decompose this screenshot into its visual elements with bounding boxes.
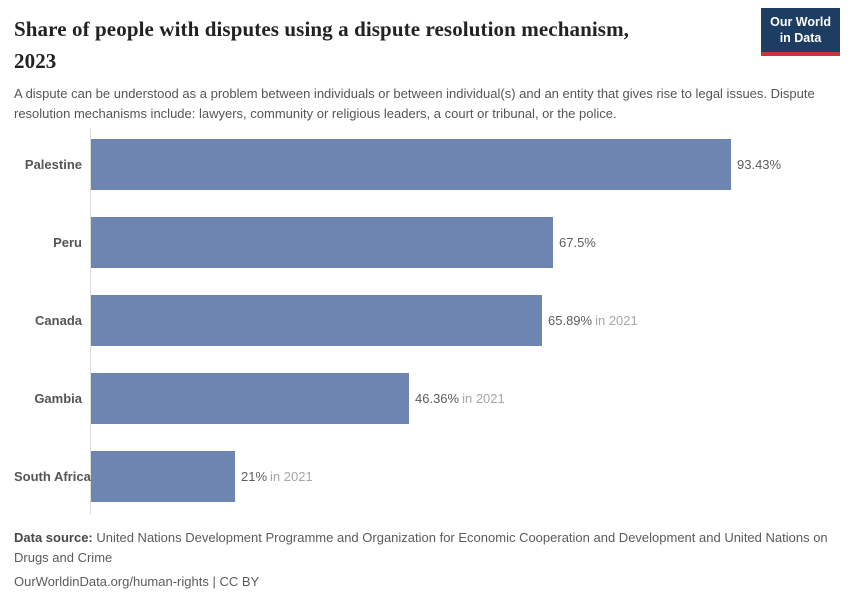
chart-row-canada: Canada 65.89% in 2021 — [14, 295, 836, 346]
chart-subtitle: A dispute can be understood as a problem… — [14, 86, 815, 122]
bar-south-africa[interactable] — [91, 451, 235, 502]
owid-url-link[interactable]: OurWorldinData.org/human-rights — [14, 574, 209, 589]
chart-row-gambia: Gambia 46.36% in 2021 — [14, 373, 836, 424]
owid-logo-line1: Our World — [770, 15, 831, 29]
bar-value: 65.89% in 2021 — [548, 313, 638, 328]
bar-peru[interactable] — [91, 217, 553, 268]
y-axis-line — [90, 128, 91, 514]
chart-title-line1: Share of people with disputes using a di… — [14, 17, 630, 41]
value-label: 65.89% — [548, 313, 593, 328]
value-label: 67.5% — [559, 235, 596, 250]
license-line: OurWorldinData.org/human-rights | CC BY — [14, 572, 834, 592]
chart-row-peru: Peru 67.5% — [14, 217, 836, 268]
category-label: Palestine — [24, 157, 82, 172]
category-label: South Africa — [14, 469, 91, 484]
owid-logo[interactable]: Our World in Data — [761, 8, 840, 56]
bar-value: 46.36% in 2021 — [415, 391, 505, 406]
category-label: Peru — [53, 235, 82, 250]
category-label: Gambia — [34, 391, 82, 406]
bar-chart: Palestine 93.43% Peru 67.5% Canada 65.89% in 2… — [14, 128, 836, 514]
year-note: in 2021 — [270, 469, 313, 484]
year-note: in 2021 — [595, 313, 638, 328]
data-source-text: United Nations Development Programme and… — [14, 530, 828, 565]
bar-canada[interactable] — [91, 295, 542, 346]
license-text: | CC BY — [208, 574, 260, 589]
bar-value: 67.5% — [559, 235, 596, 250]
bar-value: 93.43% — [737, 157, 781, 172]
value-label: 93.43% — [737, 157, 782, 172]
data-source-label: Data source: — [14, 530, 93, 545]
chart-title-line2: 2023 — [14, 48, 57, 73]
category-label: Canada — [35, 313, 82, 328]
chart-footer: Data source: United Nations Development … — [14, 528, 834, 592]
bar-value: 21% in 2021 — [241, 469, 313, 484]
chart-row-palestine: Palestine 93.43% — [14, 139, 836, 190]
bar-gambia[interactable] — [91, 373, 409, 424]
value-label: 46.36% — [415, 391, 460, 406]
chart-title: Share of people with disputes using a di… — [14, 14, 836, 77]
chart-row-south-africa: South Africa 21% in 2021 — [14, 451, 836, 502]
year-note: in 2021 — [462, 391, 505, 406]
owid-logo-line2: in Data — [779, 31, 822, 46]
bar-palestine[interactable] — [91, 139, 731, 190]
chart-header: Share of people with disputes using a di… — [14, 14, 836, 124]
data-source-line: Data source: United Nations Development … — [14, 528, 834, 567]
value-label: 21% — [241, 469, 268, 484]
